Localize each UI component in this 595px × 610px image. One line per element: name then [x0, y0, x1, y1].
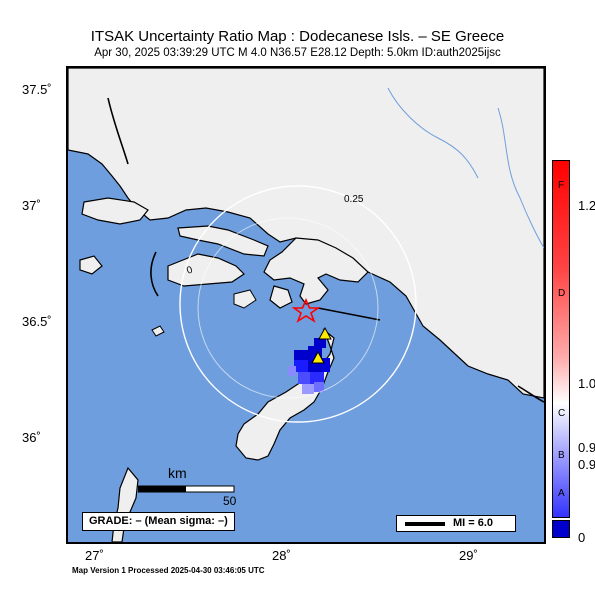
scale-unit: km — [168, 465, 187, 481]
scale-bar — [138, 485, 235, 493]
colorbar-letter-F: F — [558, 180, 565, 191]
epicenter-star[interactable] — [291, 298, 321, 323]
y-tick-36.5: 36.5˚ — [22, 314, 52, 329]
fault-line — [107, 97, 129, 165]
colorbar-bottom-swatch — [552, 520, 570, 538]
scale-value: 50 — [223, 494, 237, 508]
colorbar-value-0.9b: 0.9 — [578, 457, 595, 472]
nisyros-island — [79, 255, 103, 275]
colorbar-letter-A: A — [558, 488, 565, 499]
y-tick-37.5: 37.5˚ — [22, 82, 52, 97]
y-tick-37: 37˚ — [22, 198, 41, 213]
small-island-1 — [233, 289, 257, 309]
fault-line — [317, 307, 381, 321]
colorbar-letter-D: D — [558, 288, 566, 299]
uncertainty-grid — [288, 338, 330, 394]
contour-0.25 — [179, 185, 417, 423]
event-info: Apr 30, 2025 03:39:29 UTC M 4.0 N36.57 E… — [94, 47, 501, 59]
colorbar-value-0: 0 — [578, 530, 586, 545]
bozburun-peninsula — [263, 237, 369, 305]
map-svg: 0.25 0 — [68, 68, 544, 542]
river — [497, 107, 544, 249]
fault-line — [517, 385, 544, 403]
contour-label-0.25: 0.25 — [344, 194, 364, 205]
station-triangle[interactable] — [318, 326, 332, 340]
colorbar — [552, 160, 570, 518]
x-tick-27: 27˚ — [85, 548, 104, 563]
map-canvas[interactable]: 0.25 0 — [66, 66, 546, 544]
mi-label: MI = 6.0 — [453, 517, 494, 529]
river — [387, 87, 479, 179]
colorbar-value-1.0: 1.0 — [578, 376, 595, 391]
grade-label: GRADE: – (Mean sigma: –) — [82, 512, 235, 531]
x-tick-28: 28˚ — [272, 548, 291, 563]
mi-line — [405, 522, 445, 526]
small-island-2 — [151, 325, 165, 337]
colorbar-letter-B: B — [558, 450, 565, 461]
x-tick-29: 29˚ — [459, 548, 478, 563]
fault-line — [150, 251, 159, 297]
symi-island — [269, 285, 293, 309]
y-tick-36: 36˚ — [22, 430, 41, 445]
station-triangle[interactable] — [311, 350, 325, 364]
contour-label-0: 0 — [185, 264, 194, 276]
colorbar-value-1.2: 1.2 — [578, 198, 595, 213]
mi-legend: MI = 6.0 — [396, 515, 516, 532]
footer-processed: Map Version 1 Processed 2025-04-30 03:46… — [72, 566, 265, 575]
colorbar-letter-C: C — [558, 408, 566, 419]
mainland-turkey — [68, 68, 544, 399]
contour-0 — [197, 217, 379, 399]
datca-peninsula — [177, 225, 269, 257]
kos-island — [81, 197, 149, 225]
map-title: ITSAK Uncertainty Ratio Map : Dodecanese… — [90, 28, 505, 45]
colorbar-value-0.9a: 0.9 — [578, 440, 595, 455]
